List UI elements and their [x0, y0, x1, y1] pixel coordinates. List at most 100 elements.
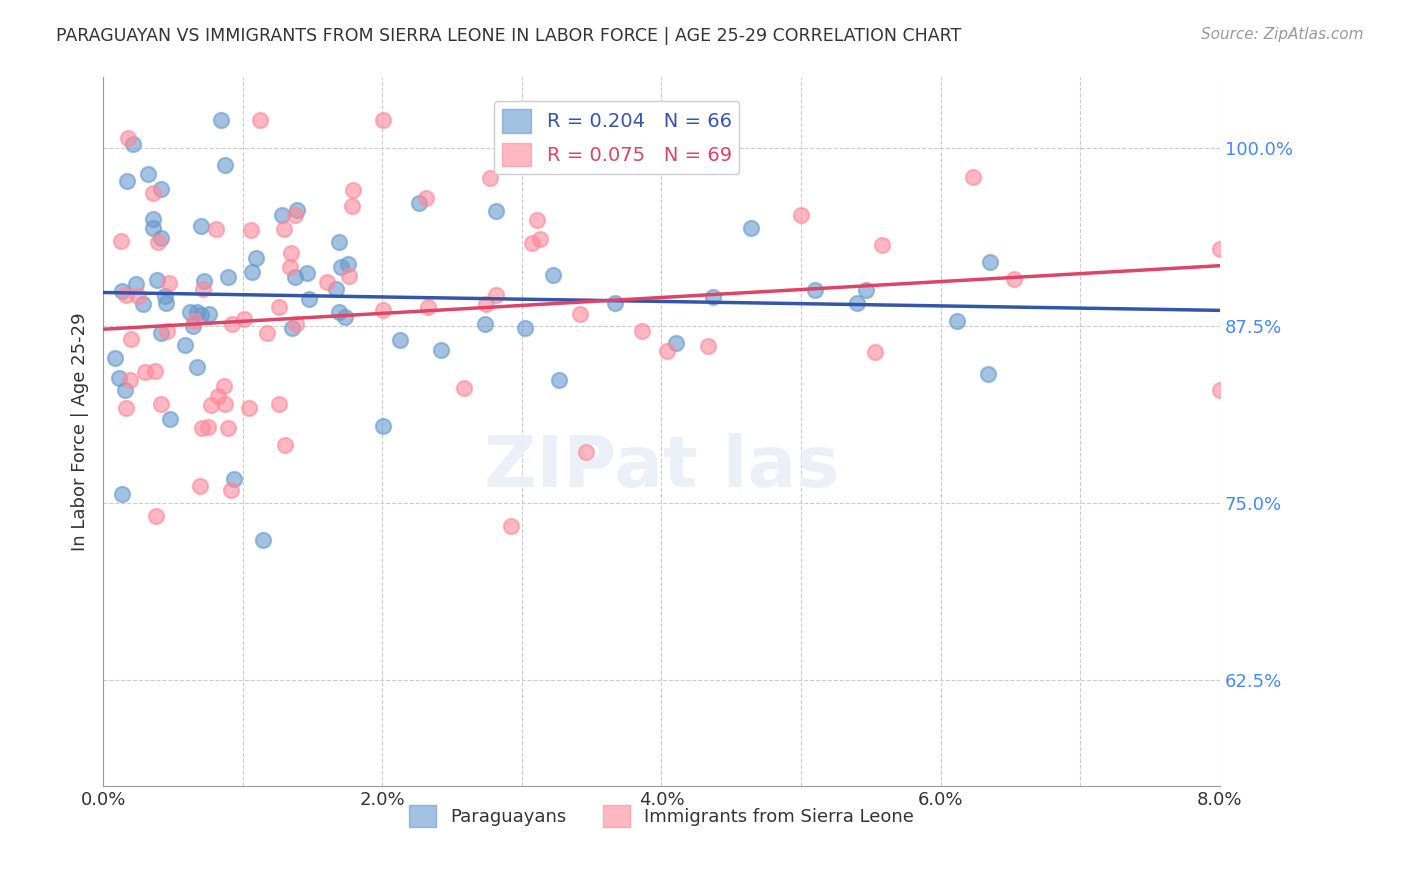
Paraguayans	[114, 383, 136, 397]
Immigrants from Sierra Leone	[134, 365, 156, 379]
Immigrants from Sierra Leone	[117, 131, 139, 145]
Paraguayans	[190, 219, 212, 233]
Immigrants from Sierra Leone	[337, 268, 360, 283]
Immigrants from Sierra Leone	[156, 324, 179, 338]
Immigrants from Sierra Leone	[205, 222, 228, 236]
Immigrants from Sierra Leone	[340, 199, 363, 213]
Immigrants from Sierra Leone	[453, 381, 475, 395]
Paraguayans	[979, 255, 1001, 269]
Immigrants from Sierra Leone	[120, 332, 142, 346]
Immigrants from Sierra Leone	[278, 260, 301, 275]
Immigrants from Sierra Leone	[520, 235, 543, 250]
Paraguayans	[740, 221, 762, 235]
Immigrants from Sierra Leone	[1002, 272, 1025, 286]
Paraguayans	[222, 472, 245, 486]
Paraguayans	[146, 273, 169, 287]
Paraguayans	[280, 321, 302, 335]
Paraguayans	[946, 314, 969, 328]
Paraguayans	[142, 212, 165, 227]
Paraguayans	[111, 285, 134, 299]
Paraguayans	[132, 297, 155, 311]
Immigrants from Sierra Leone	[870, 238, 893, 252]
Paraguayans	[217, 270, 239, 285]
Paraguayans	[155, 296, 177, 310]
Paraguayans	[430, 343, 453, 358]
Immigrants from Sierra Leone	[256, 326, 278, 340]
Paraguayans	[328, 305, 350, 319]
Paraguayans	[159, 411, 181, 425]
Immigrants from Sierra Leone	[110, 234, 132, 248]
Immigrants from Sierra Leone	[200, 398, 222, 412]
Immigrants from Sierra Leone	[1209, 242, 1232, 256]
Immigrants from Sierra Leone	[142, 186, 165, 201]
Immigrants from Sierra Leone	[316, 275, 339, 289]
Paraguayans	[336, 257, 359, 271]
Paraguayans	[149, 231, 172, 245]
Immigrants from Sierra Leone	[120, 373, 142, 387]
Immigrants from Sierra Leone	[697, 339, 720, 353]
Paraguayans	[333, 310, 356, 324]
Immigrants from Sierra Leone	[575, 445, 598, 459]
Paraguayans	[186, 305, 208, 319]
Immigrants from Sierra Leone	[284, 207, 307, 221]
Immigrants from Sierra Leone	[127, 289, 149, 303]
Immigrants from Sierra Leone	[197, 420, 219, 434]
Immigrants from Sierra Leone	[274, 438, 297, 452]
Immigrants from Sierra Leone	[190, 479, 212, 493]
Immigrants from Sierra Leone	[217, 421, 239, 435]
Paraguayans	[209, 113, 232, 128]
Immigrants from Sierra Leone	[655, 343, 678, 358]
Immigrants from Sierra Leone	[373, 113, 395, 128]
Immigrants from Sierra Leone	[238, 401, 260, 416]
Immigrants from Sierra Leone	[568, 307, 591, 321]
Paraguayans	[179, 304, 201, 318]
Immigrants from Sierra Leone	[114, 287, 136, 301]
Paraguayans	[855, 283, 877, 297]
Paraguayans	[976, 367, 998, 381]
Immigrants from Sierra Leone	[863, 344, 886, 359]
Paraguayans	[515, 321, 537, 335]
Paraguayans	[181, 319, 204, 334]
Paraguayans	[371, 419, 394, 434]
Immigrants from Sierra Leone	[267, 301, 290, 315]
Paraguayans	[245, 251, 267, 265]
Paraguayans	[153, 288, 176, 302]
Immigrants from Sierra Leone	[145, 508, 167, 523]
Paraguayans	[150, 326, 173, 340]
Paraguayans	[702, 290, 724, 304]
Immigrants from Sierra Leone	[267, 396, 290, 410]
Paraguayans	[330, 260, 353, 275]
Legend: Paraguayans, Immigrants from Sierra Leone: Paraguayans, Immigrants from Sierra Leon…	[402, 797, 921, 834]
Paraguayans	[122, 136, 145, 151]
Paraguayans	[108, 371, 131, 385]
Paraguayans	[295, 266, 318, 280]
Immigrants from Sierra Leone	[371, 303, 394, 318]
Immigrants from Sierra Leone	[526, 213, 548, 227]
Paraguayans	[388, 334, 411, 348]
Immigrants from Sierra Leone	[207, 389, 229, 403]
Immigrants from Sierra Leone	[342, 183, 364, 197]
Immigrants from Sierra Leone	[249, 113, 271, 128]
Paraguayans	[104, 351, 127, 366]
Paraguayans	[252, 533, 274, 547]
Paraguayans	[283, 270, 305, 285]
Paraguayans	[115, 174, 138, 188]
Immigrants from Sierra Leone	[790, 208, 813, 222]
Text: PARAGUAYAN VS IMMIGRANTS FROM SIERRA LEONE IN LABOR FORCE | AGE 25-29 CORRELATIO: PARAGUAYAN VS IMMIGRANTS FROM SIERRA LEO…	[56, 27, 962, 45]
Immigrants from Sierra Leone	[193, 282, 215, 296]
Paraguayans	[125, 277, 148, 291]
Paraguayans	[408, 196, 430, 211]
Paraguayans	[214, 158, 236, 172]
Paraguayans	[270, 208, 292, 222]
Immigrants from Sierra Leone	[529, 232, 551, 246]
Paraguayans	[328, 235, 350, 249]
Paraguayans	[665, 336, 688, 351]
Immigrants from Sierra Leone	[630, 324, 652, 338]
Paraguayans	[174, 338, 197, 352]
Text: ZIPat las: ZIPat las	[484, 433, 839, 502]
Immigrants from Sierra Leone	[239, 223, 262, 237]
Paraguayans	[325, 282, 347, 296]
Paraguayans	[198, 308, 221, 322]
Immigrants from Sierra Leone	[143, 364, 166, 378]
Paraguayans	[548, 373, 571, 387]
